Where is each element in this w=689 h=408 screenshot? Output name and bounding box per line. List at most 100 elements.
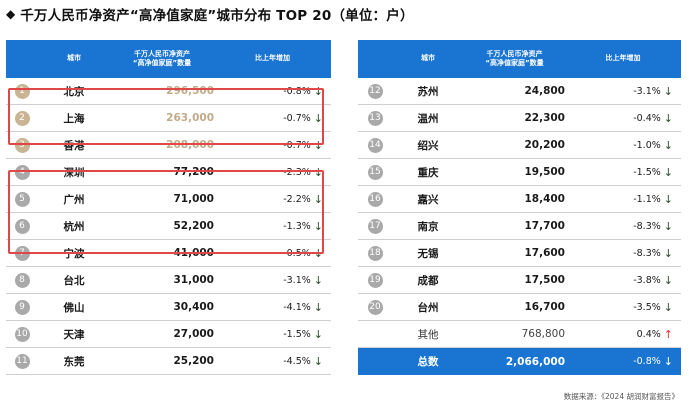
change-value: -3.1%: [283, 274, 311, 286]
table-row: 17 南京 17,700 -8.3% ↓: [358, 213, 681, 240]
right-table-body: 12 苏州 24,800 -3.1% ↓ 13 温州 22,300 -0.4% ↓ 14 绍兴 20,2…: [358, 78, 681, 321]
city-cell: 温州: [417, 112, 439, 125]
rank-cell: 14: [358, 137, 392, 153]
table-row: 15 重庆 19,500 -1.5% ↓: [358, 159, 681, 186]
table-row: 7 宁波 41,000 -0.5% ↓: [6, 240, 331, 267]
arrow-down-icon: ↓: [313, 327, 323, 341]
count-cell: 41,000: [173, 247, 214, 259]
table-row: 11 东莞 25,200 -4.5% ↓: [6, 348, 331, 375]
rank-badge: 11: [14, 353, 30, 369]
rank-badge: 17: [367, 218, 383, 234]
rank-badge: 1: [14, 83, 30, 99]
change-cell: -2.3% ↓: [214, 166, 331, 179]
table-row: 13 温州 22,300 -0.4% ↓: [358, 105, 681, 132]
count-cell: 20,200: [524, 139, 565, 151]
rank-badge: 14: [367, 137, 383, 153]
change-value: -8.3%: [633, 247, 661, 259]
count-header-line1: 千万人民币净资产: [134, 49, 190, 58]
arrow-down-icon: ↓: [663, 300, 673, 314]
rank-cell: 12: [358, 83, 392, 99]
count-cell: 296,500: [166, 85, 214, 97]
rank-cell: 2: [6, 110, 38, 126]
change-cell: -1.0% ↓: [565, 139, 681, 152]
count-cell: 22,300: [524, 112, 565, 124]
change-cell: -2.2% ↓: [214, 193, 331, 206]
table-row: 19 成都 17,500 -3.8% ↓: [358, 267, 681, 294]
change-cell: -1.5% ↓: [214, 328, 331, 341]
arrow-down-icon: ↓: [663, 273, 673, 287]
change-value: -2.3%: [283, 166, 311, 178]
rank-badge: 16: [367, 191, 383, 207]
rank-badge: 15: [367, 164, 383, 180]
city-cell: 无锡: [417, 247, 439, 260]
change-cell: -0.8% ↓: [214, 85, 331, 98]
city-cell: 天津: [63, 328, 85, 341]
change-cell: -8.3% ↓: [565, 247, 681, 260]
change-value: -4.5%: [283, 355, 311, 367]
change-value: -0.8%: [283, 85, 311, 97]
count-cell: 52,200: [173, 220, 214, 232]
city-cell: 南京: [417, 220, 439, 233]
change-value: -1.3%: [283, 220, 311, 232]
city-cell: 北京: [63, 85, 85, 98]
arrow-up-icon: ↑: [663, 327, 673, 341]
rank-cell: 19: [358, 272, 392, 288]
other-row: 其他 768,800 0.4% ↑: [358, 321, 681, 348]
table-row: 18 无锡 17,600 -8.3% ↓: [358, 240, 681, 267]
city-header: 城市: [421, 54, 435, 63]
arrow-down-icon: ↓: [313, 111, 323, 125]
count-cell: 27,000: [173, 328, 214, 340]
change-value: -1.0%: [633, 139, 661, 151]
left-table-body: 1 北京 296,500 -0.8% ↓ 2 上海 263,000 -0.7% ↓ 3 香港 208,0…: [6, 78, 331, 375]
count-cell: 17,500: [524, 274, 565, 286]
change-cell: -1.3% ↓: [214, 220, 331, 233]
count-header-line2: “高净值家庭”数量: [132, 59, 192, 67]
count-header: 千万人民币净资产 “高净值家庭”数量: [464, 50, 565, 69]
right-table: 城市 千万人民币净资产 “高净值家庭”数量 比上年增加 12 苏州 24,800 -3…: [358, 40, 681, 375]
rank-badge: 7: [14, 245, 30, 261]
arrow-down-icon: ↓: [663, 165, 673, 179]
rank-badge: 3: [14, 137, 30, 153]
right-table-header: 城市 千万人民币净资产 “高净值家庭”数量 比上年增加: [358, 40, 681, 78]
city-cell: 深圳: [63, 166, 85, 179]
city-cell: 其他: [417, 328, 439, 341]
table-row: 5 广州 71,000 -2.2% ↓: [6, 186, 331, 213]
count-cell: 17,600: [524, 247, 565, 259]
rank-badge: 6: [14, 218, 30, 234]
count-cell: 25,200: [173, 355, 214, 367]
count-cell: 30,400: [173, 301, 214, 313]
count-cell: 19,500: [524, 166, 565, 178]
change-value: -0.7%: [283, 112, 311, 124]
change-cell: -0.7% ↓: [214, 112, 331, 125]
city-cell: 广州: [63, 193, 85, 206]
city-cell: 重庆: [417, 166, 439, 179]
change-value: -0.4%: [633, 112, 661, 124]
change-header: 比上年增加: [255, 54, 290, 63]
rank-cell: 8: [6, 272, 38, 288]
city-cell: 台北: [63, 274, 85, 287]
source-note: 数据来源：《2024 胡润财富报告》: [563, 392, 679, 401]
count-header-line2: “高净值家庭”数量: [485, 59, 544, 67]
city-cell: 成都: [417, 274, 439, 287]
count-cell: 16,700: [524, 301, 565, 313]
change-value: -0.7%: [283, 139, 311, 151]
rank-badge: 4: [14, 164, 30, 180]
change-cell: 0.4% ↑: [565, 328, 681, 341]
change-cell: -4.5% ↓: [214, 355, 331, 368]
rank-badge: 8: [14, 272, 30, 288]
rank-cell: 6: [6, 218, 38, 234]
table-row: 3 香港 208,000 -0.7% ↓: [6, 132, 331, 159]
change-value: 0.4%: [636, 328, 661, 340]
rank-cell: 20: [358, 299, 392, 315]
change-cell: -3.5% ↓: [565, 301, 681, 314]
table-row: 6 杭州 52,200 -1.3% ↓: [6, 213, 331, 240]
change-value: -2.2%: [283, 193, 311, 205]
change-cell: -0.4% ↓: [565, 112, 681, 125]
rank-cell: 1: [6, 83, 38, 99]
arrow-down-icon: ↓: [663, 192, 673, 206]
rank-cell: 3: [6, 137, 38, 153]
city-cell: 香港: [63, 139, 85, 152]
change-value: -1.5%: [633, 166, 661, 178]
table-row: 2 上海 263,000 -0.7% ↓: [6, 105, 331, 132]
table-row: 4 深圳 77,200 -2.3% ↓: [6, 159, 331, 186]
